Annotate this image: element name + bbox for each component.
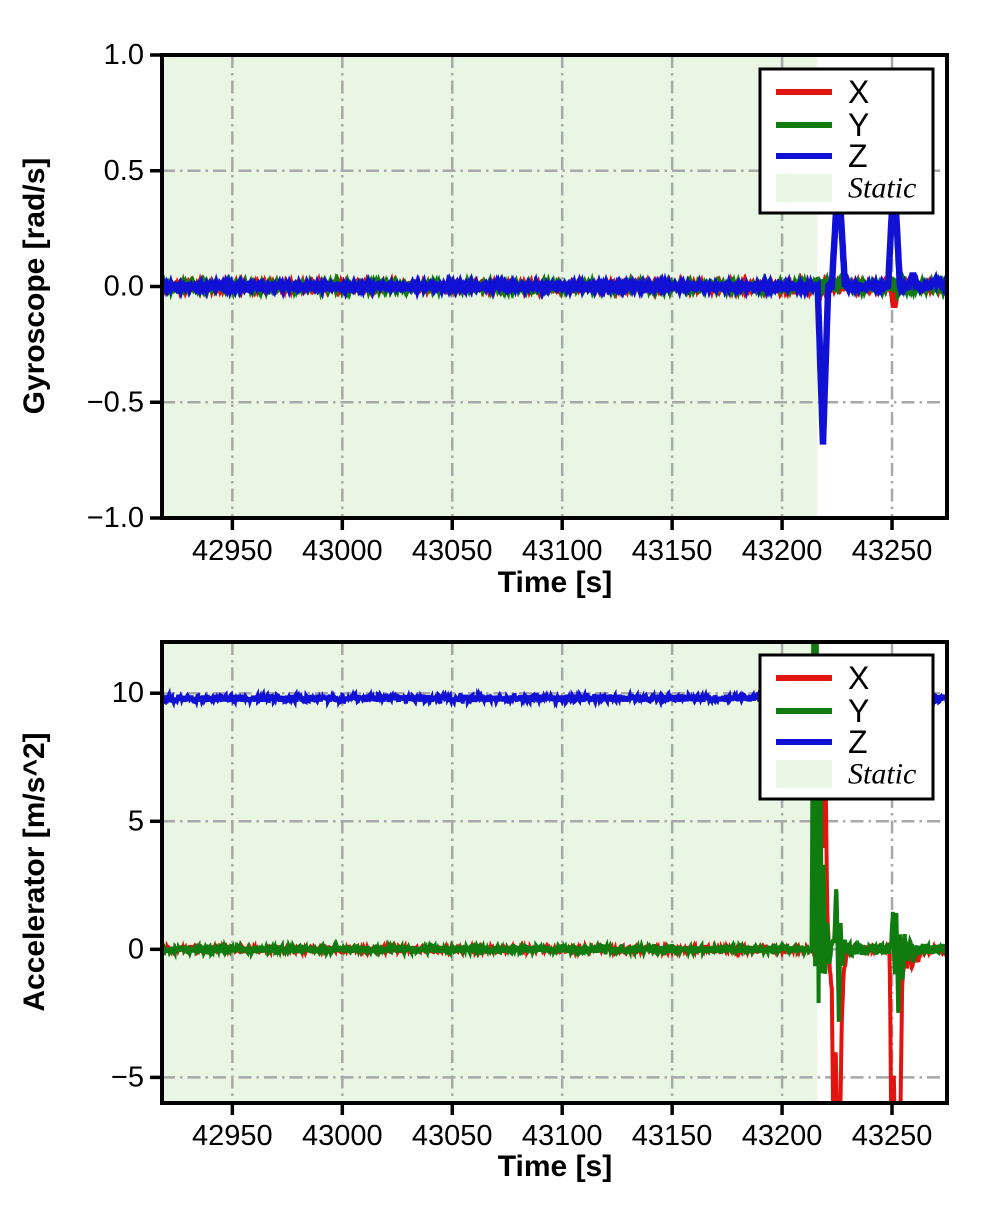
accelerator-y-axis-label: Accelerator [m/s^2] xyxy=(18,732,51,1012)
accelerator-ticks: 42950 43000 43050 43100 43150 43200 43250 10 5 0 −… xyxy=(111,677,932,1152)
x-tick-label-43050: 43050 xyxy=(412,535,493,567)
x-tick-label-43100: 43100 xyxy=(522,1120,603,1152)
x-tick-label-43200: 43200 xyxy=(742,535,823,567)
legend-label-y: Y xyxy=(848,693,869,729)
y-tick-label-0.5: 0.5 xyxy=(104,155,144,187)
y-tick-label-5: 5 xyxy=(128,805,144,837)
gyroscope-ticks: 42950 43000 43050 43100 43150 43200 43250 1.0 0.… xyxy=(87,39,933,567)
y-tick-label-0: 0 xyxy=(128,933,144,965)
x-tick-label-42950: 42950 xyxy=(192,535,273,567)
gyroscope-x-axis-label: Time [s] xyxy=(497,566,613,599)
gyroscope-series-z-line xyxy=(162,170,947,445)
x-tick-label-43150: 43150 xyxy=(632,1120,713,1152)
x-tick-label-43100: 43100 xyxy=(522,535,603,567)
x-tick-label-43150: 43150 xyxy=(632,535,713,567)
static-region xyxy=(162,642,818,1103)
y-tick-label--1: −1.0 xyxy=(87,502,144,534)
legend-label-x: X xyxy=(848,660,869,696)
y-tick-label-0: 0.0 xyxy=(104,271,144,303)
legend-swatch-static xyxy=(776,760,832,788)
y-tick-label-1: 1.0 xyxy=(104,39,144,71)
x-tick-label-43050: 43050 xyxy=(412,1120,493,1152)
legend-label-z: Z xyxy=(848,138,868,174)
x-tick-label-43000: 43000 xyxy=(302,1120,383,1152)
x-tick-label-42950: 42950 xyxy=(192,1120,273,1152)
y-tick-label--0.5: −0.5 xyxy=(87,386,144,418)
gyroscope-plot: 42950 43000 43050 43100 43150 43200 43250 1.0 0.… xyxy=(87,39,949,567)
legend-swatch-static xyxy=(776,174,832,202)
x-tick-label-43250: 43250 xyxy=(852,535,933,567)
legend-label-x: X xyxy=(848,74,869,110)
accelerator-x-axis-label: Time [s] xyxy=(497,1150,613,1183)
legend-label-y: Y xyxy=(848,107,869,143)
gyroscope-y-axis-label: Gyroscope [rad/s] xyxy=(18,157,51,415)
accelerator-plot: 42950 43000 43050 43100 43150 43200 43250 10 5 0 −… xyxy=(111,640,949,1152)
legend-label-z: Z xyxy=(848,724,868,760)
accelerator-spines xyxy=(160,640,949,1105)
y-tick-label--5: −5 xyxy=(111,1061,144,1093)
x-tick-label-43250: 43250 xyxy=(852,1120,933,1152)
y-tick-label-10: 10 xyxy=(112,677,144,709)
x-tick-label-43200: 43200 xyxy=(742,1120,823,1152)
legend-label-static: Static xyxy=(848,758,916,791)
legend-label-static: Static xyxy=(848,172,916,205)
x-tick-label-43000: 43000 xyxy=(302,535,383,567)
